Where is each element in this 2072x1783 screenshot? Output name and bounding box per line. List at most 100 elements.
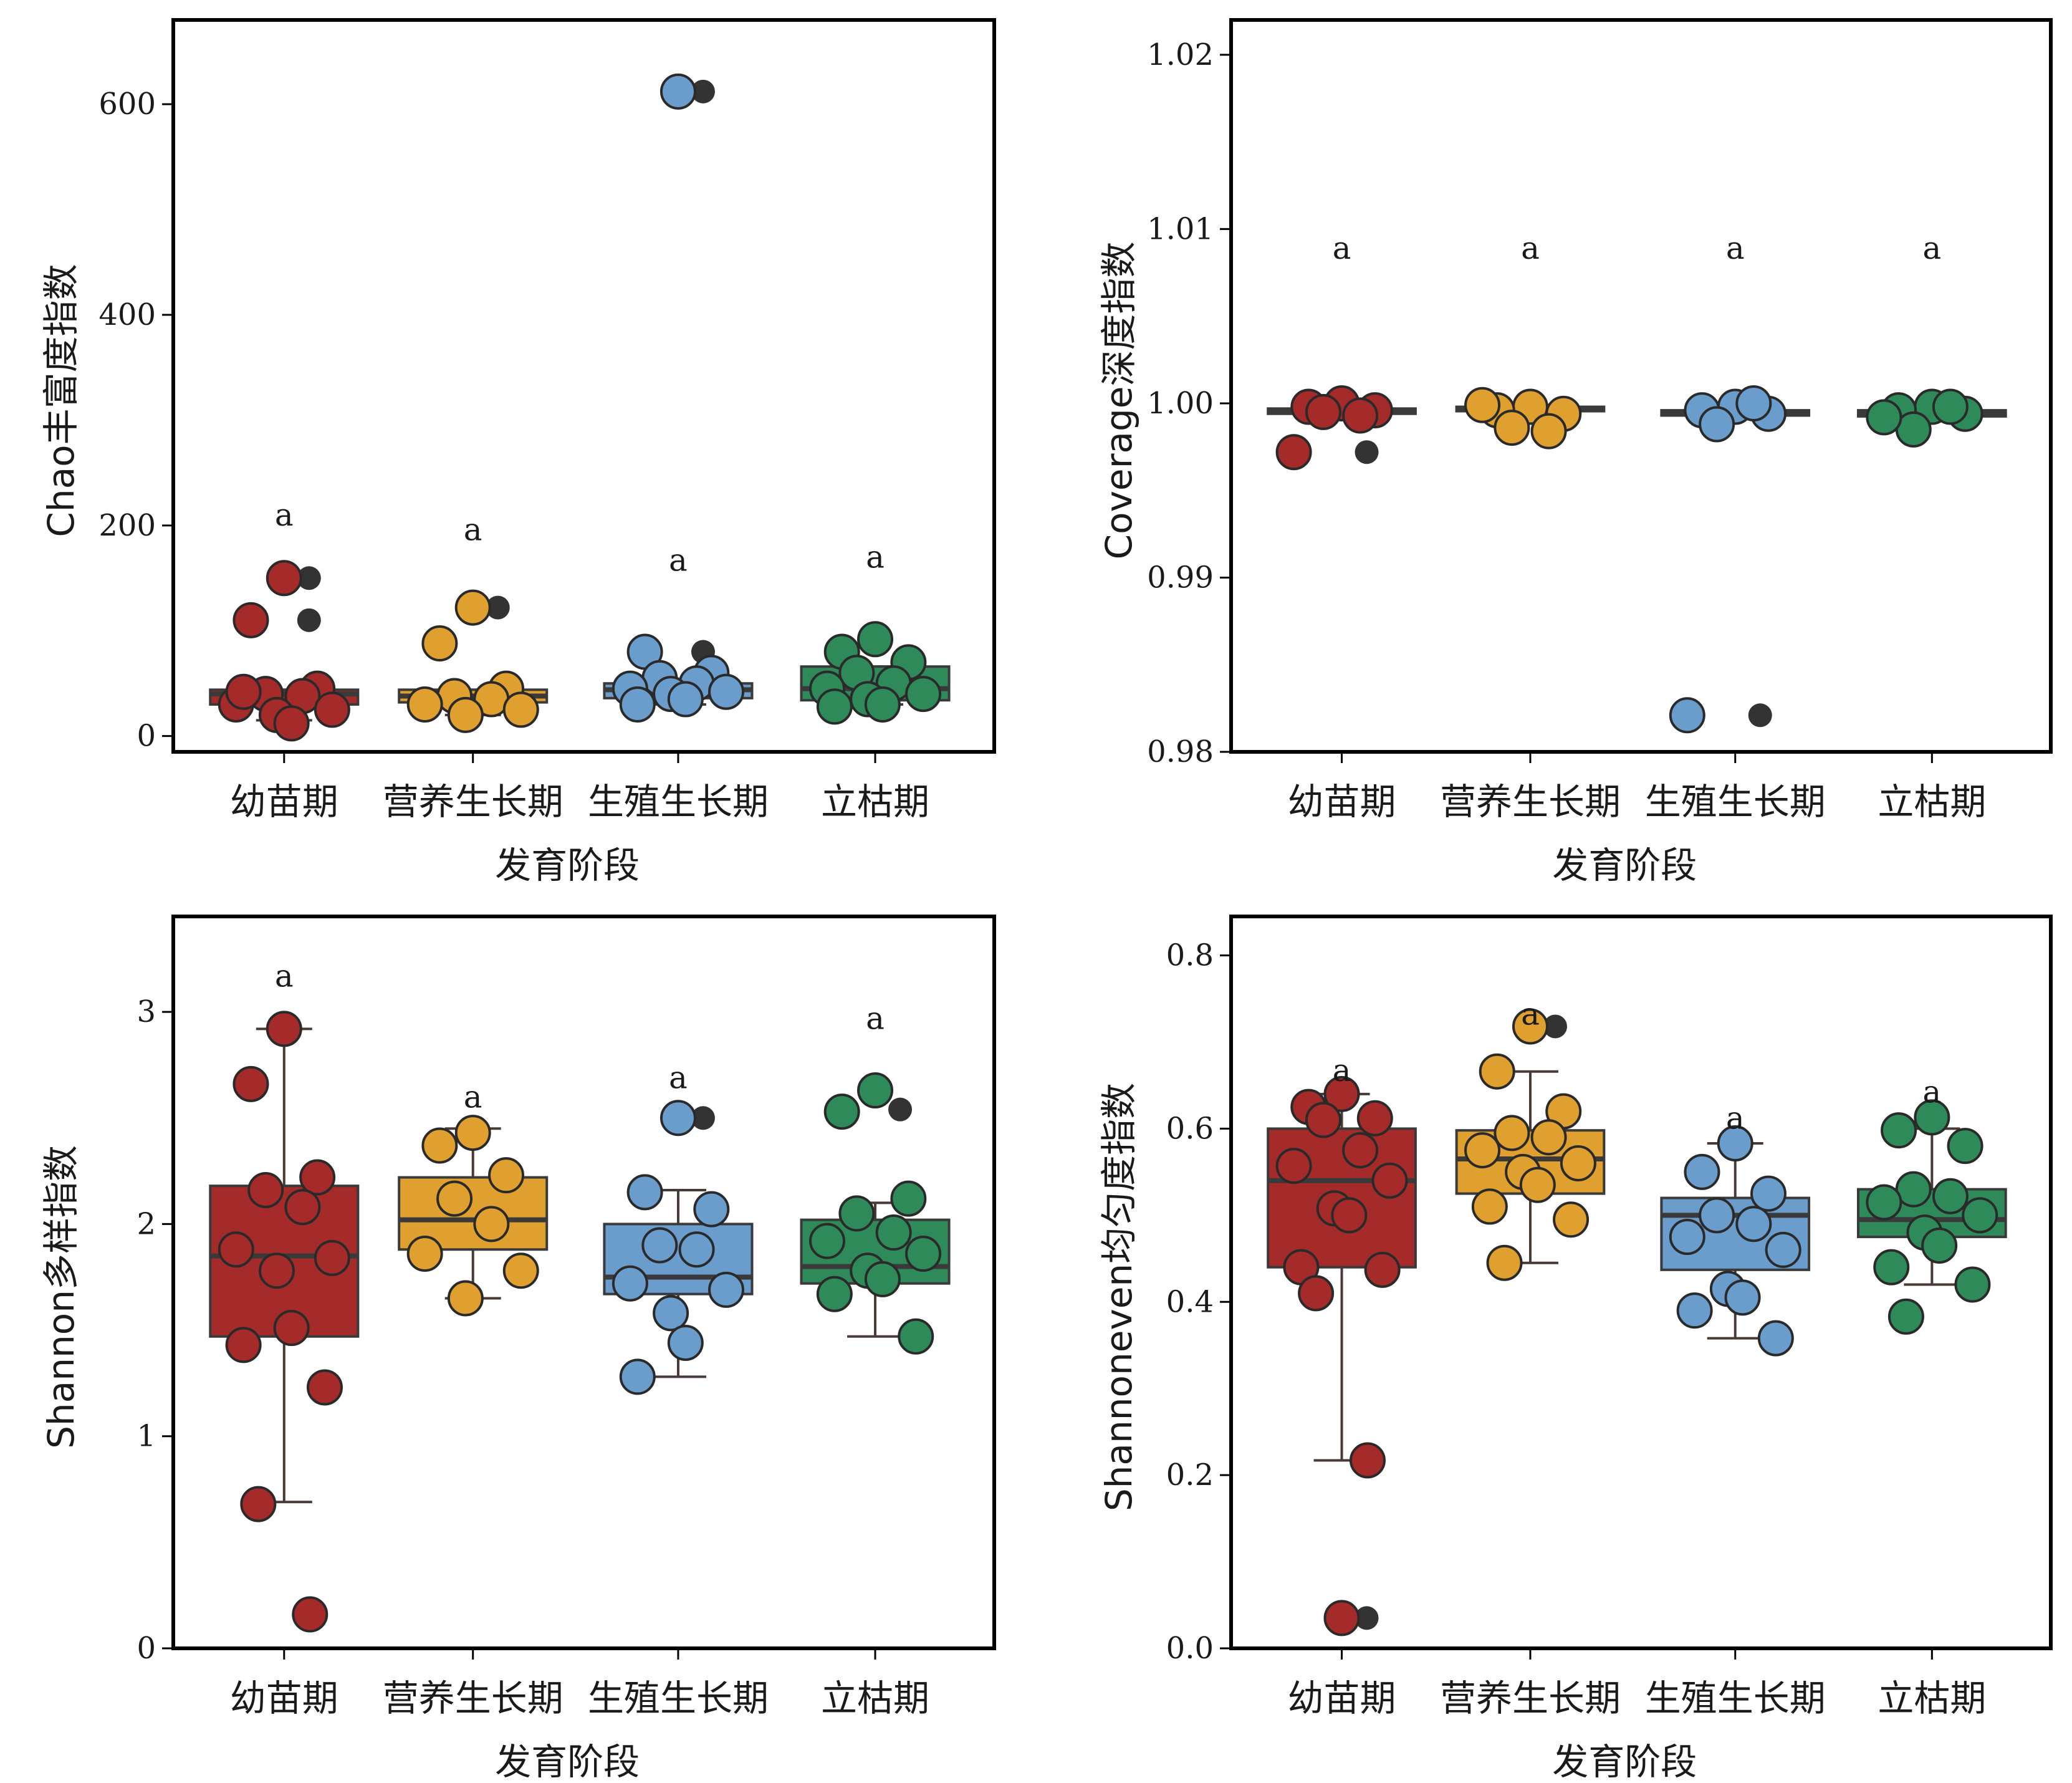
data-point — [1932, 388, 1969, 425]
data-point — [1866, 399, 1902, 436]
x-category-label: 幼苗期 — [230, 781, 338, 823]
y-tick-label: 0.2 — [1166, 1458, 1214, 1492]
x-category-label: 营养生长期 — [383, 781, 564, 823]
x-category-label: 立枯期 — [821, 1677, 929, 1719]
plot-frame — [171, 915, 996, 1650]
data-point — [1669, 697, 1705, 734]
data-point — [421, 625, 458, 662]
outlier-point — [486, 595, 510, 620]
significance-label: a — [1726, 1100, 1745, 1136]
data-point — [890, 1180, 927, 1217]
data-point — [314, 1239, 350, 1276]
data-point — [447, 696, 484, 733]
significance-label: a — [1333, 230, 1351, 266]
data-point — [619, 686, 656, 723]
data-point — [1479, 1053, 1515, 1090]
data-point — [1724, 1279, 1761, 1316]
outlier-point — [1355, 1606, 1379, 1630]
y-tick-label: 0.8 — [1166, 938, 1214, 973]
data-point — [1530, 1119, 1567, 1156]
data-point — [905, 1236, 942, 1272]
data-point — [619, 1358, 656, 1395]
y-tick-label: 3 — [137, 994, 156, 1029]
data-point — [667, 1324, 704, 1361]
data-point — [823, 1093, 860, 1130]
data-point — [502, 691, 539, 728]
data-point — [1699, 1197, 1735, 1234]
data-point — [1560, 1145, 1596, 1181]
y-tick-label: 0 — [137, 719, 156, 754]
y-tick-label: 1.01 — [1147, 211, 1214, 246]
data-point — [1486, 1244, 1523, 1281]
data-point — [626, 1174, 663, 1211]
y-tick-label: 1.00 — [1147, 386, 1214, 421]
data-point — [1914, 1099, 1950, 1136]
data-point — [641, 1227, 678, 1264]
data-point — [1323, 1600, 1360, 1636]
data-point — [1323, 1075, 1360, 1112]
data-point — [406, 686, 443, 723]
data-point — [273, 705, 310, 742]
x-category-label: 生殖生长期 — [588, 781, 769, 823]
data-point — [1305, 1102, 1341, 1138]
data-point — [1342, 1132, 1379, 1169]
data-point — [653, 1295, 689, 1332]
data-point — [233, 1065, 269, 1102]
data-point — [284, 1189, 321, 1226]
data-point — [1464, 387, 1501, 423]
data-point — [808, 1223, 845, 1259]
data-point — [857, 621, 894, 658]
y-tick-label: 0.98 — [1147, 734, 1214, 769]
data-point — [1866, 1184, 1902, 1221]
x-category-label: 幼苗期 — [1288, 1677, 1396, 1719]
data-point — [225, 673, 262, 710]
data-point — [502, 1252, 539, 1289]
x-category-label: 立枯期 — [1878, 781, 1986, 823]
data-point — [273, 1310, 310, 1347]
data-point — [1275, 434, 1312, 471]
data-point — [693, 1191, 730, 1228]
x-category-label: 生殖生长期 — [1645, 1677, 1826, 1719]
x-axis-title: 发育阶段 — [495, 844, 640, 887]
data-point — [864, 1261, 901, 1297]
data-point — [1275, 1148, 1312, 1185]
x-category-label: 营养生长期 — [1440, 781, 1621, 823]
data-point — [1684, 1153, 1720, 1190]
data-point — [240, 1486, 277, 1522]
data-point — [1717, 1125, 1753, 1162]
data-point — [406, 1236, 443, 1272]
significance-label: a — [669, 1060, 688, 1096]
outlier-point — [691, 79, 715, 103]
x-category-label: 生殖生长期 — [1645, 781, 1826, 823]
outlier-point — [1748, 703, 1772, 728]
data-point — [678, 1231, 715, 1268]
data-point — [667, 681, 704, 718]
data-point — [659, 73, 696, 110]
x-axis-title: 发育阶段 — [495, 1741, 640, 1783]
data-point — [612, 1265, 648, 1302]
data-point — [1676, 1292, 1713, 1329]
data-point — [1921, 1227, 1958, 1264]
data-point — [1699, 406, 1735, 443]
significance-label: a — [275, 958, 294, 994]
x-category-label: 幼苗期 — [230, 1677, 338, 1719]
data-point — [436, 1180, 473, 1217]
x-category-label: 生殖生长期 — [588, 1677, 769, 1719]
data-point — [447, 1280, 484, 1317]
data-point — [299, 1159, 336, 1196]
data-point — [1331, 1197, 1368, 1234]
data-point — [1342, 397, 1379, 434]
significance-label: a — [275, 497, 294, 533]
significance-label: a — [1521, 996, 1540, 1032]
data-point — [421, 1127, 458, 1164]
y-tick-label: 0.0 — [1166, 1631, 1214, 1666]
outlier-point — [297, 566, 321, 590]
data-point — [1757, 1320, 1794, 1357]
outlier-point — [297, 608, 321, 632]
data-point — [1364, 1251, 1401, 1288]
data-point — [898, 1318, 934, 1355]
plot-frame — [1229, 915, 2053, 1650]
data-point — [816, 1276, 853, 1312]
significance-label: a — [1333, 1052, 1351, 1089]
